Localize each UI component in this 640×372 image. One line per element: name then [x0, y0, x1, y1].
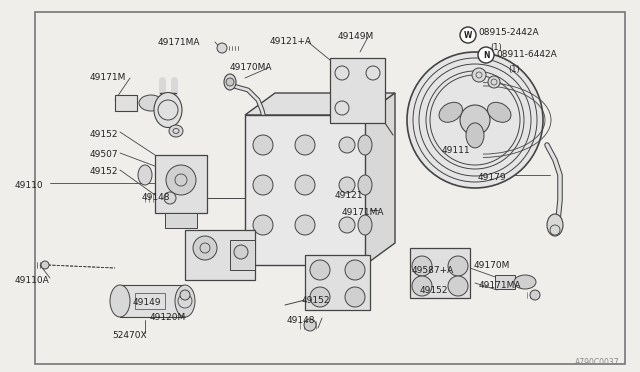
Bar [120, 285, 185, 317]
Circle shape [530, 290, 540, 300]
Circle shape [295, 215, 315, 235]
Circle shape [295, 175, 315, 195]
Text: 49149: 49149 [133, 298, 161, 307]
Text: 49179: 49179 [478, 173, 507, 182]
Circle shape [412, 256, 432, 276]
Ellipse shape [439, 102, 463, 122]
Circle shape [339, 137, 355, 153]
Text: N: N [483, 51, 489, 60]
Circle shape [448, 256, 468, 276]
Ellipse shape [169, 125, 183, 137]
Text: 52470X: 52470X [112, 331, 147, 340]
Text: 49152: 49152 [302, 296, 330, 305]
Ellipse shape [488, 102, 511, 122]
Ellipse shape [175, 285, 195, 317]
Text: 49152: 49152 [90, 167, 118, 176]
Text: A790C0037: A790C0037 [575, 358, 620, 367]
Text: 49171MA: 49171MA [342, 208, 385, 217]
Text: 49148: 49148 [287, 316, 316, 325]
Ellipse shape [154, 93, 182, 128]
Circle shape [193, 236, 217, 260]
Circle shape [217, 43, 227, 53]
Circle shape [304, 319, 316, 331]
Text: 49149M: 49149M [338, 32, 374, 41]
Circle shape [166, 165, 196, 195]
Ellipse shape [110, 285, 130, 317]
Circle shape [310, 260, 330, 280]
Text: 49171MA: 49171MA [479, 281, 522, 290]
Circle shape [295, 135, 315, 155]
Circle shape [460, 27, 476, 43]
Circle shape [345, 287, 365, 307]
Bar [410, 248, 470, 298]
Circle shape [164, 192, 176, 204]
Circle shape [472, 68, 486, 82]
Text: W: W [464, 31, 472, 39]
Text: 49171M: 49171M [90, 73, 126, 82]
Text: 08915-2442A: 08915-2442A [478, 28, 539, 37]
Text: 49587+A: 49587+A [412, 266, 454, 275]
Text: 49170MA: 49170MA [230, 63, 273, 72]
Bar [155, 155, 207, 213]
Ellipse shape [358, 135, 372, 155]
Circle shape [460, 105, 490, 135]
Ellipse shape [514, 275, 536, 289]
Circle shape [339, 217, 355, 233]
Bar [495, 275, 515, 289]
Text: 49120M: 49120M [150, 313, 186, 322]
Ellipse shape [358, 175, 372, 195]
Circle shape [41, 261, 49, 269]
Text: 49170M: 49170M [474, 261, 510, 270]
Circle shape [412, 276, 432, 296]
Ellipse shape [139, 95, 163, 111]
Bar [165, 213, 197, 228]
Circle shape [488, 76, 500, 88]
Bar [330, 58, 385, 123]
Text: 49121: 49121 [335, 191, 364, 200]
Text: 49148: 49148 [142, 193, 170, 202]
Circle shape [478, 47, 494, 63]
Text: 49152: 49152 [420, 286, 449, 295]
Circle shape [448, 276, 468, 296]
Circle shape [345, 260, 365, 280]
Circle shape [310, 287, 330, 307]
Circle shape [226, 78, 234, 86]
Ellipse shape [224, 74, 236, 90]
Bar [230, 240, 255, 270]
Text: (1): (1) [490, 43, 502, 52]
Circle shape [180, 290, 190, 300]
Text: 49110A: 49110A [15, 276, 50, 285]
Polygon shape [365, 93, 395, 265]
Text: (1): (1) [508, 65, 520, 74]
Ellipse shape [358, 215, 372, 235]
Circle shape [339, 177, 355, 193]
Bar [245, 115, 365, 265]
Circle shape [253, 175, 273, 195]
Ellipse shape [138, 165, 152, 185]
Text: 08911-6442A: 08911-6442A [496, 50, 557, 59]
Text: 49171MA: 49171MA [158, 38, 200, 47]
Circle shape [253, 215, 273, 235]
Text: 49121+A: 49121+A [270, 37, 312, 46]
Bar [135, 293, 165, 309]
Circle shape [234, 245, 248, 259]
Text: 49152: 49152 [90, 130, 118, 139]
Polygon shape [245, 93, 395, 115]
Ellipse shape [466, 123, 484, 148]
Ellipse shape [547, 214, 563, 236]
Text: 49111: 49111 [442, 146, 470, 155]
Bar [305, 255, 370, 310]
Text: 49110: 49110 [15, 181, 44, 190]
Text: 49507: 49507 [90, 150, 118, 159]
Bar [185, 230, 255, 280]
Circle shape [253, 135, 273, 155]
Bar [115, 95, 137, 111]
Circle shape [407, 52, 543, 188]
